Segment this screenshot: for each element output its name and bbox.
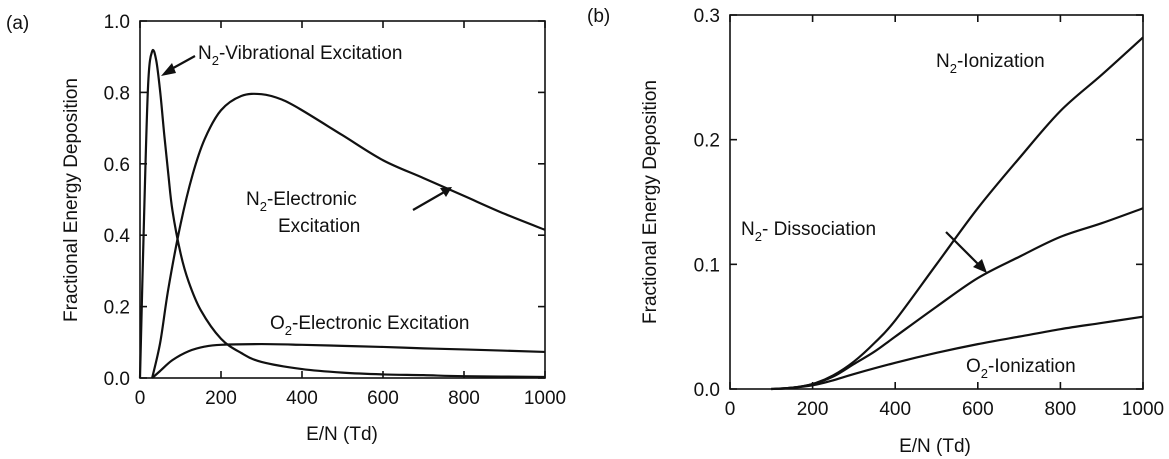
panel-b-curves [771, 36, 1144, 391]
arrow-electronic-head [440, 187, 452, 197]
panel-a-series-line-0 [138, 48, 546, 379]
panel-a-y-tick-label: 0.6 [104, 155, 130, 176]
panel-b-x-tick-label: 0 [725, 399, 736, 420]
annotation-n2-dissociation: N2- Dissociation [741, 219, 876, 244]
annotation-n2-electronic: N2-Electronic [246, 189, 357, 214]
panel-a-x-tick-label: 400 [286, 388, 318, 409]
annotation-n2-electronic-line2: Excitation [278, 216, 360, 237]
panel-b-y-tick-label: 0.3 [694, 6, 720, 27]
panel-a-y-tick-label: 0.2 [104, 298, 130, 319]
arrow-electronic [412, 190, 447, 211]
arrow-vibrational-head [161, 63, 176, 76]
panel-a-curves [138, 48, 546, 379]
arrow-dissociation-head [973, 259, 987, 273]
panel-b-frame [729, 14, 1144, 390]
panel-b-x-tick-label: 800 [1045, 399, 1077, 420]
panel-a-x-tick-label: 200 [205, 388, 237, 409]
panel-b-label: (b) [587, 6, 610, 27]
panel-a-y-tick-label: 0.8 [104, 83, 130, 104]
panel-a-x-axis-label: E/N (Td) [306, 424, 378, 445]
panel-b-x-tick-label: 200 [797, 399, 829, 420]
panel-a-y-tick-label: 0.4 [104, 226, 131, 247]
annotation-o2-ionization: O2-Ionization [966, 356, 1076, 381]
panel-a-x-tick-label: 0 [135, 388, 146, 409]
panel-a-y-tick-label: 1.0 [104, 12, 130, 33]
panel-b-x-tick-label: 1000 [1122, 399, 1164, 420]
panel-b-y-tick-label: 0.1 [694, 255, 720, 276]
panel-b-ticks: 0 200 400 600 800 1000 0.0 0.1 0.2 0.3 [694, 6, 1165, 420]
panel-a-x-tick-label: 600 [367, 388, 399, 409]
annotation-n2-ionization: N2-Ionization [936, 51, 1045, 76]
panel-b: (b) 0 200 400 600 800 1000 0.0 0.1 0.2 0.3 E/N (T… [587, 6, 1164, 457]
panel-a-x-tick-label: 800 [448, 388, 480, 409]
panel-a-x-tick-label: 1000 [524, 388, 566, 409]
annotation-n2-vibrational: N2-Vibrational Excitation [198, 43, 402, 68]
panel-b-x-axis-label: E/N (Td) [899, 436, 971, 457]
panel-a-series-line-2 [151, 342, 546, 379]
panel-a-frame [139, 20, 546, 379]
panel-a: (a) 0 200 400 600 800 10000.00.20.40.60.81.0 … [6, 12, 566, 445]
panel-b-y-tick-label: 0.0 [694, 380, 720, 401]
panel-a-series-line-1 [151, 92, 546, 379]
panel-b-series-line-2 [771, 315, 1144, 391]
arrow-dissociation [945, 231, 981, 267]
panel-b-x-tick-label: 400 [879, 399, 911, 420]
panel-b-y-axis-label: Fractional Energy Deposition [640, 80, 661, 324]
panel-b-series-line-0 [771, 36, 1144, 391]
panel-a-y-axis-label: Fractional Energy Deposition [61, 78, 82, 322]
panel-b-y-tick-label: 0.2 [694, 131, 720, 152]
annotation-o2-electronic: O2-Electronic Excitation [270, 313, 469, 338]
panel-a-ticks: 0 200 400 600 800 1000 0.0 0.2 0.4 0.6 0.8 1.0 [104, 12, 567, 409]
panel-a-y-tick-label: 0.0 [104, 369, 130, 390]
panel-b-series-line-1 [771, 207, 1144, 391]
panel-a-label: (a) [6, 13, 29, 34]
panel-b-x-tick-label: 600 [962, 399, 994, 420]
